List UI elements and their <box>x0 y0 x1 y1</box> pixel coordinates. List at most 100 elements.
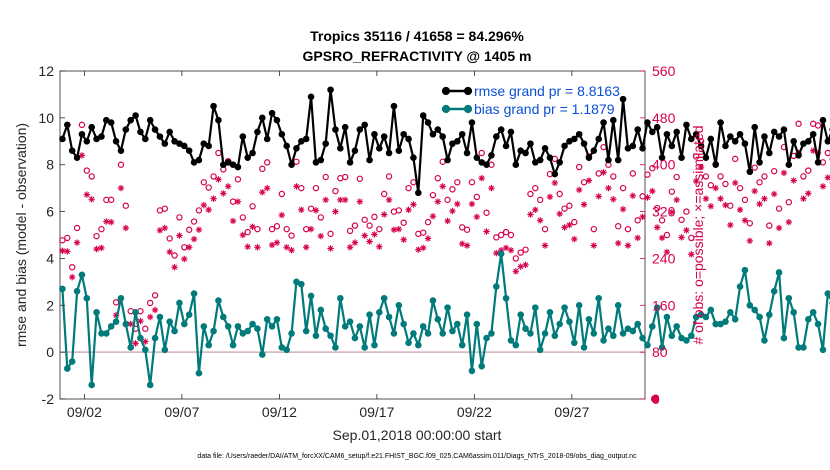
x-tick-label: 09/07 <box>164 404 199 420</box>
bias-series-point <box>346 318 354 325</box>
obs-possible-point <box>775 205 783 212</box>
obs-assimilated-point <box>717 195 724 202</box>
asterisk-stroke <box>206 207 212 213</box>
asterisk-stroke <box>635 235 641 241</box>
obs-assimilated-point <box>741 217 749 224</box>
asterisk-stroke <box>352 239 358 246</box>
bias-series-point <box>566 318 573 325</box>
chart-title: Tropics 35116 / 41658 = 84.296% <box>310 28 524 44</box>
bias-series-point <box>536 346 544 354</box>
bias-series-point <box>385 313 393 321</box>
rmse-series-point <box>254 128 261 136</box>
asterisk-stroke <box>786 219 792 225</box>
rmse-series-point <box>483 161 490 169</box>
obs-assimilated-point <box>707 203 715 210</box>
obs-possible-point <box>751 164 758 171</box>
rmse-series-point <box>536 156 544 164</box>
obs-assimilated-point <box>83 191 91 198</box>
right-axis-origin-marker <box>651 395 659 403</box>
bias-series-point <box>107 323 115 330</box>
obs-assimilated-point <box>244 243 251 250</box>
rmse-series-point <box>785 161 793 169</box>
bias-series-point <box>551 332 559 340</box>
rmse-series-point <box>809 130 817 138</box>
obs-possible-point <box>561 205 568 212</box>
obs-possible-point <box>263 159 271 166</box>
asterisk-stroke <box>415 247 421 253</box>
obs-possible-point <box>444 196 451 204</box>
obs-assimilated-point <box>146 313 154 321</box>
obs-possible-point <box>93 232 100 240</box>
asterisk-stroke <box>522 262 529 268</box>
asterisk-stroke <box>98 245 105 251</box>
bias-series-point <box>497 250 505 258</box>
rmse-series-point <box>605 156 612 164</box>
rmse-series-point <box>546 154 554 161</box>
bias-series-point <box>424 330 432 337</box>
rmse-series-point <box>507 128 515 136</box>
rmse-series-point <box>649 128 656 136</box>
obs-assimilated-point <box>761 195 768 202</box>
asterisk-stroke <box>128 321 134 327</box>
bias-series-point <box>731 316 739 323</box>
obs-possible-point <box>770 167 778 175</box>
rmse-series-point <box>415 189 422 197</box>
x-tick-label: 09/02 <box>67 404 102 420</box>
rmse-series-point <box>600 119 607 126</box>
x-tick-label: 09/22 <box>457 404 492 420</box>
obs-possible-point <box>634 217 641 224</box>
obs-assimilated-point <box>283 244 290 251</box>
rmse-series-point <box>419 112 427 119</box>
rmse-series-point <box>488 152 495 159</box>
rmse-series-point <box>322 140 329 147</box>
obs-assimilated-point <box>770 190 778 198</box>
obs-assimilated-point <box>507 247 515 254</box>
obs-assimilated-point <box>351 239 359 246</box>
obs-assimilated-point <box>298 206 305 214</box>
bias-series-point <box>142 346 149 354</box>
obs-possible-point <box>483 209 490 216</box>
obs-assimilated-point <box>527 211 534 218</box>
obs-possible-point <box>122 202 130 209</box>
obs-possible-point <box>761 173 768 180</box>
obs-assimilated-point <box>415 246 422 253</box>
rmse-series-point <box>112 137 120 145</box>
obs-assimilated-point <box>249 223 256 230</box>
obs-assimilated-point <box>195 226 203 233</box>
asterisk-stroke <box>630 193 636 199</box>
rmse-series-point <box>142 135 149 143</box>
bias-series-line <box>61 252 830 386</box>
obs-assimilated-point <box>551 179 559 187</box>
asterisk-stroke <box>713 185 719 191</box>
obs-possible-point <box>68 264 76 271</box>
asterisk-stroke <box>162 225 168 231</box>
obs-assimilated-point <box>302 244 310 251</box>
rmse-series-point <box>215 116 222 124</box>
obs-possible-point <box>107 196 115 204</box>
rmse-series-point <box>502 142 510 150</box>
y-right-tick-label: 0 <box>652 391 660 407</box>
obs-assimilated-point <box>653 224 661 231</box>
obs-assimilated-point <box>790 177 797 184</box>
obs-assimilated-point <box>800 195 807 202</box>
asterisk-stroke <box>235 198 241 205</box>
bias-series-point <box>434 316 442 323</box>
rmse-series-point <box>805 137 812 145</box>
obs-assimilated-point <box>64 248 71 255</box>
y-tick-label: 6 <box>46 204 54 220</box>
asterisk-stroke <box>581 201 587 208</box>
obs-assimilated-point <box>595 193 602 200</box>
rmse-series-point <box>614 156 622 164</box>
rmse-series-point <box>78 130 86 138</box>
rmse-series-point <box>468 119 476 126</box>
x-tick-label: 09/17 <box>359 404 394 420</box>
obs-possible-point <box>512 255 520 262</box>
rmse-series-point <box>127 116 134 124</box>
bias-series-point <box>600 337 607 344</box>
rmse-series-point <box>293 145 300 152</box>
obs-assimilated-point <box>766 240 773 247</box>
obs-assimilated-point <box>610 196 617 203</box>
rmse-series-point <box>361 121 368 129</box>
rmse-series-point <box>156 133 164 140</box>
asterisk-stroke <box>557 211 563 217</box>
